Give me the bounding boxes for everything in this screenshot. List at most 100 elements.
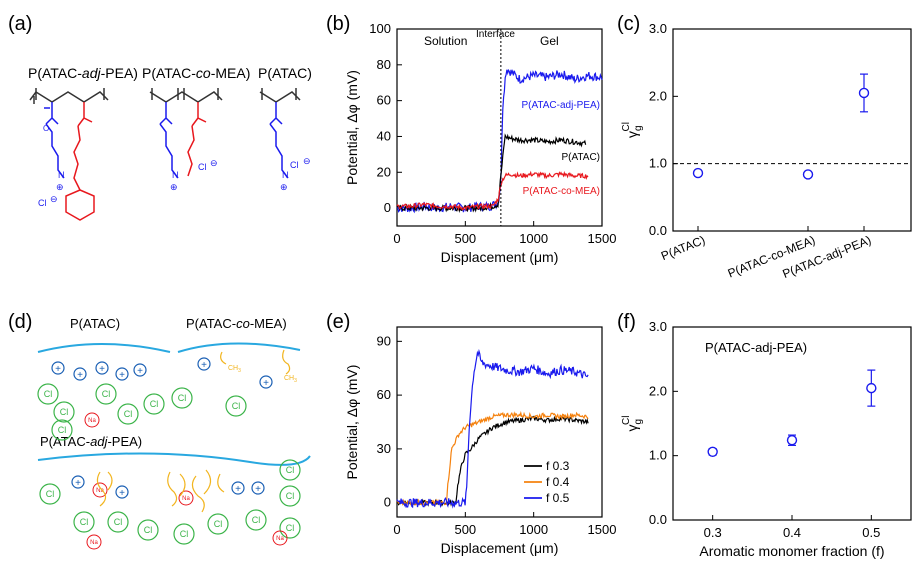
legend-label: f 0.3 [546, 459, 570, 473]
polymer-backbone [177, 342, 301, 353]
panel-label-f: (f) [617, 311, 636, 333]
y-tick-label: 2.0 [649, 88, 667, 103]
series-line-2 [396, 348, 589, 509]
aromatic-side-chains [96, 349, 291, 513]
x-tick-label: 1500 [588, 522, 617, 537]
y-axis-label: γgCl [621, 415, 644, 431]
chart-annotation: P(ATAC-adj-PEA) [705, 340, 807, 355]
x-axis-label: Displacement (μm) [441, 540, 559, 556]
schematic-label-adj: P(ATAC-adj-PEA) [40, 434, 142, 449]
schematic-label-atac: P(ATAC) [70, 316, 120, 331]
methyl-labels: CH3 CH3 [228, 365, 297, 384]
svg-text:Cl: Cl [80, 517, 89, 527]
chem-plus: ⊕ [170, 182, 178, 192]
y-tick-label: 0 [384, 495, 391, 510]
svg-text:+: + [55, 364, 61, 375]
svg-text:Cl: Cl [102, 389, 111, 399]
panel-label-e: (e) [326, 311, 350, 333]
svg-text:+: + [119, 370, 125, 381]
chem-chloride: Cl [38, 198, 47, 208]
svg-text:+: + [255, 484, 261, 495]
y-tick-label: 90 [377, 333, 391, 348]
y-tick-label: 1.0 [649, 156, 667, 171]
y-tick-label: 3.0 [649, 319, 667, 334]
y-tick-label: 0 [384, 200, 391, 215]
y-tick-label: 0.0 [649, 223, 667, 238]
structure-name-atac: P(ATAC) [258, 65, 312, 81]
svg-text:+: + [99, 364, 105, 375]
chart-b: 0 500 1000 1500 0 20 40 60 80 100 Displacement (μm… [344, 21, 616, 265]
x-tick-label: 1500 [588, 231, 617, 246]
svg-text:+: + [77, 370, 83, 381]
svg-text:Na: Na [182, 496, 190, 502]
schematic-label-co: P(ATAC-co-MEA) [186, 316, 287, 331]
plot-frame [396, 28, 603, 227]
y-tick-label: 40 [377, 128, 391, 143]
sodium-ions [84, 412, 288, 550]
structure-name-co: P(ATAC-co-MEA) [142, 65, 250, 81]
series-line-2 [396, 170, 589, 212]
y-tick-label: 60 [377, 93, 391, 108]
svg-text:+: + [137, 366, 143, 377]
svg-text:Na: Na [88, 418, 96, 424]
x-tick-label: 500 [454, 522, 476, 537]
ion-schematic: P(ATAC) P(ATAC-co-MEA) P(ATAC-adj-PEA) +… [37, 316, 311, 550]
svg-text:Cl: Cl [178, 393, 187, 403]
chemical-structures: P(ATAC-adj-PEA) P(ATAC-co-MEA) P(ATAC) O… [28, 65, 312, 221]
svg-text:Cl: Cl [214, 519, 223, 529]
data-point [866, 382, 877, 394]
x-tick-label: 1000 [519, 231, 548, 246]
svg-text:Cl: Cl [44, 389, 53, 399]
data-point [858, 87, 870, 99]
plot-frame [672, 326, 912, 521]
chloride-ions [37, 383, 301, 545]
data-point [692, 167, 704, 179]
structure-name-adj: P(ATAC-adj-PEA) [28, 65, 138, 81]
svg-text:Cl: Cl [46, 489, 55, 499]
y-axis-label: Potential, Δφ (mV) [344, 365, 360, 480]
svg-text:+: + [75, 478, 81, 489]
svg-text:Na: Na [90, 540, 98, 546]
annotation-solution: Solution [424, 34, 467, 48]
x-tick-label: 0.3 [704, 525, 722, 540]
svg-text:Cl: Cl [252, 515, 261, 525]
svg-text:+: + [263, 378, 269, 389]
data-point [786, 435, 798, 446]
annotation-interface: Interface [476, 29, 515, 40]
series-label: P(ATAC) [561, 152, 600, 163]
svg-text:Cl: Cl [124, 409, 133, 419]
legend-label: f 0.5 [546, 491, 570, 505]
svg-text:Cl: Cl [180, 529, 189, 539]
y-tick-label: 20 [377, 164, 391, 179]
plot-frame [396, 326, 603, 518]
chem-plus: ⊕ [280, 182, 288, 192]
x-tick-label: 0.5 [862, 525, 880, 540]
positive-charges [51, 357, 273, 499]
positive-charge-signs: + + + + + + + + + + + [55, 360, 269, 499]
svg-text:+: + [119, 488, 125, 499]
y-axis-label: Potential, Δφ (mV) [344, 70, 360, 185]
chem-nitrogen: N [172, 170, 179, 180]
structure-co-mea [149, 88, 223, 179]
chem-minus: ⊖ [210, 158, 218, 168]
svg-text:+: + [235, 484, 241, 495]
plot-frame [672, 28, 912, 232]
chart-e: 0 500 1000 1500 0 30 60 90 Displacement (μm) Pote… [344, 326, 617, 556]
panel-label-b: (b) [326, 13, 350, 35]
svg-text:Cl: Cl [286, 523, 295, 533]
chem-plus: ⊕ [56, 182, 64, 192]
chem-minus: ⊖ [303, 156, 311, 166]
svg-text:Cl: Cl [232, 401, 241, 411]
y-tick-label: 100 [369, 21, 391, 36]
y-tick-label: 3.0 [649, 21, 667, 36]
chem-oxygen: O [43, 124, 49, 133]
y-tick-label: 30 [377, 441, 391, 456]
legend-label: f 0.4 [546, 475, 570, 489]
svg-text:Cl: Cl [144, 525, 153, 535]
svg-text:CH3: CH3 [284, 375, 297, 384]
svg-text:Na: Na [276, 536, 284, 542]
polymer-backbone [37, 343, 171, 353]
